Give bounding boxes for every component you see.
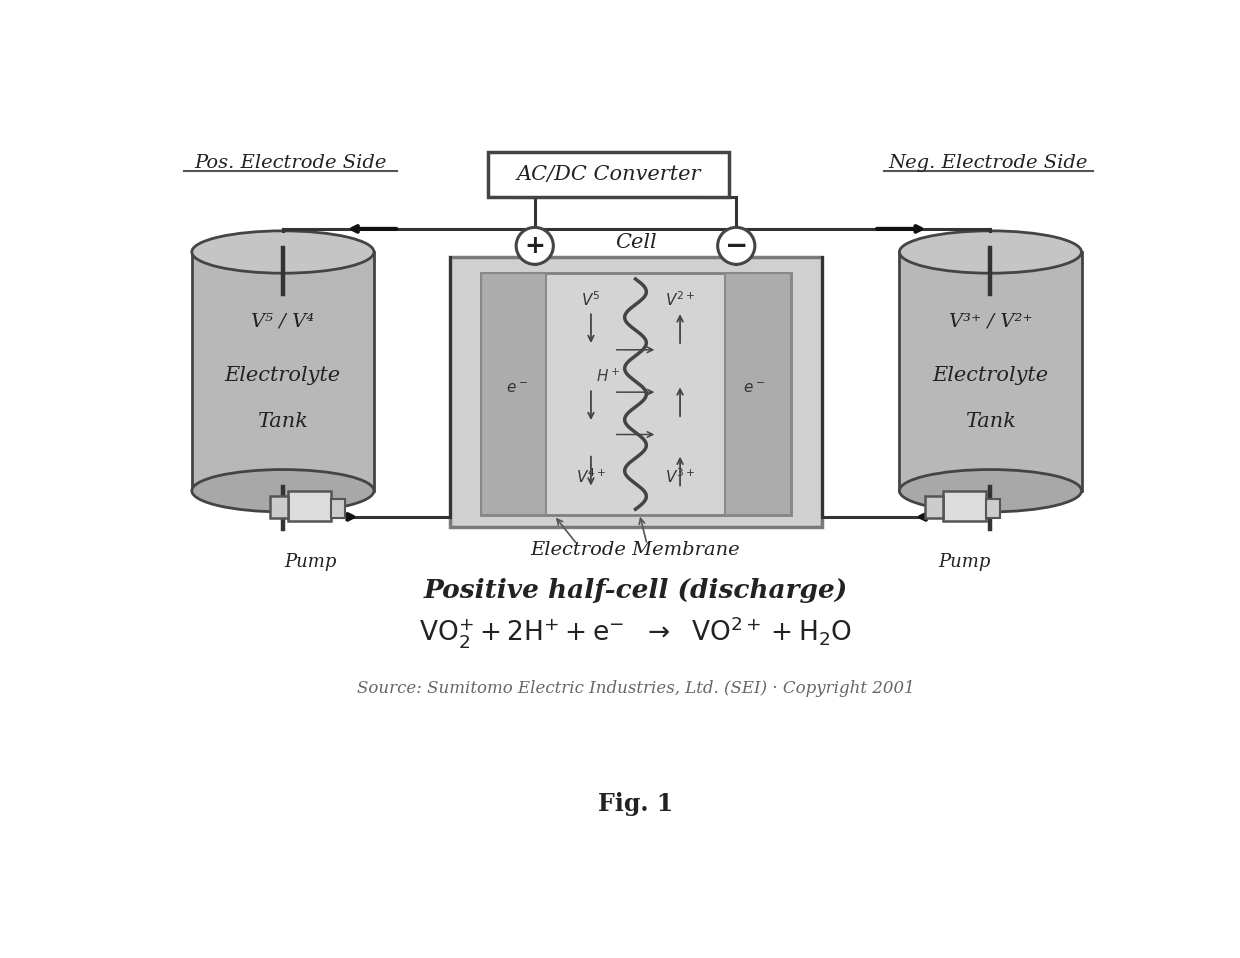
- Ellipse shape: [192, 469, 374, 512]
- Bar: [986, 499, 999, 517]
- Ellipse shape: [899, 469, 1081, 512]
- Text: Pos. Electrode Side: Pos. Electrode Side: [195, 153, 387, 171]
- Text: Pump: Pump: [939, 553, 991, 571]
- Ellipse shape: [899, 231, 1081, 273]
- Text: $V^{3+}$: $V^{3+}$: [665, 468, 696, 487]
- Bar: [192, 252, 374, 490]
- Bar: [331, 499, 345, 517]
- Bar: [288, 491, 331, 521]
- Text: Fig. 1: Fig. 1: [598, 792, 673, 816]
- Text: Cell: Cell: [615, 233, 656, 252]
- Bar: [481, 273, 791, 515]
- Text: Source: Sumitomo Electric Industries, Ltd. (SEI) · Copyright 2001: Source: Sumitomo Electric Industries, Lt…: [357, 680, 914, 697]
- Text: Positive half-cell (discharge): Positive half-cell (discharge): [423, 579, 848, 604]
- Text: AC/DC Converter: AC/DC Converter: [516, 165, 701, 184]
- Circle shape: [718, 227, 755, 264]
- Text: $e^-$: $e^-$: [743, 381, 765, 396]
- Text: Electrolyte: Electrolyte: [932, 366, 1049, 385]
- Text: $\mathsf{VO_2^{+} + 2H^{+} + e^{-}\ \ \rightarrow\ \ VO^{2+} + H_2O}$: $\mathsf{VO_2^{+} + 2H^{+} + e^{-}\ \ \r…: [419, 614, 852, 650]
- Text: +: +: [525, 234, 546, 258]
- Bar: [724, 273, 791, 515]
- Ellipse shape: [192, 231, 374, 273]
- Bar: [489, 152, 729, 196]
- Text: V³⁺ / V²⁺: V³⁺ / V²⁺: [949, 312, 1032, 331]
- Text: $V^5$: $V^5$: [582, 290, 600, 309]
- Text: $e^-$: $e^-$: [506, 381, 528, 396]
- Text: −: −: [724, 232, 748, 260]
- Bar: [449, 258, 821, 527]
- Bar: [481, 273, 547, 515]
- Bar: [899, 252, 1081, 490]
- Text: Neg. Electrode Side: Neg. Electrode Side: [888, 153, 1087, 171]
- Text: Electrode Membrane: Electrode Membrane: [531, 541, 740, 559]
- Text: $V^{2+}$: $V^{2+}$: [665, 290, 696, 309]
- Text: Pump: Pump: [284, 553, 336, 571]
- Circle shape: [516, 227, 553, 264]
- Text: $V^{4+}$: $V^{4+}$: [575, 468, 606, 487]
- Bar: [944, 491, 986, 521]
- Text: Tank: Tank: [258, 412, 309, 431]
- Bar: [925, 496, 944, 517]
- Text: $H^+$: $H^+$: [596, 368, 620, 385]
- Text: V⁵ / V⁴: V⁵ / V⁴: [252, 312, 315, 331]
- Bar: [270, 496, 288, 517]
- Text: Tank: Tank: [965, 412, 1016, 431]
- Text: Electrolyte: Electrolyte: [224, 366, 341, 385]
